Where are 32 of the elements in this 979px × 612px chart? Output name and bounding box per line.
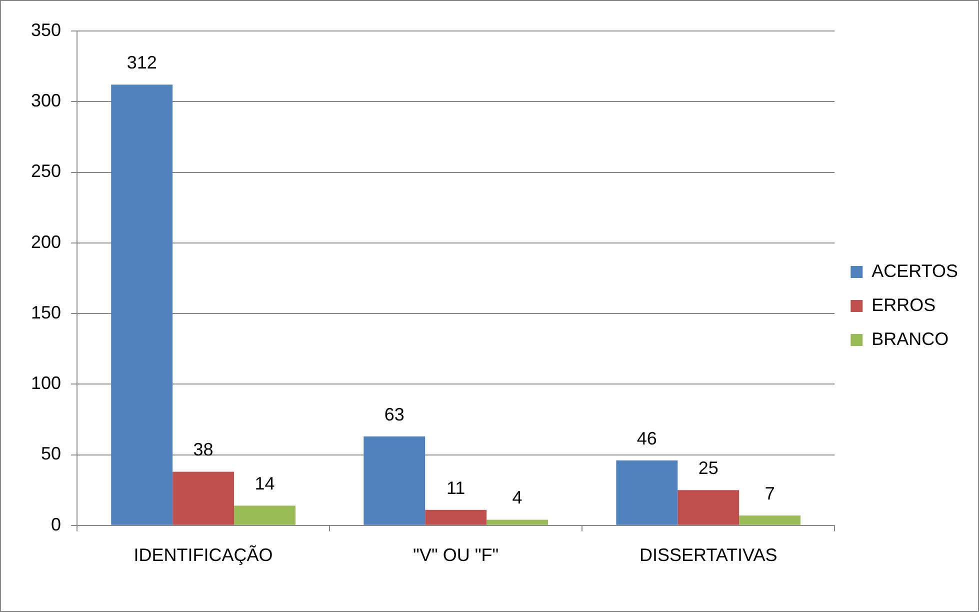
data-label: 4 bbox=[512, 488, 522, 508]
data-label: 312 bbox=[126, 52, 157, 73]
y-tick-label: 50 bbox=[41, 444, 62, 464]
data-label: 46 bbox=[636, 428, 657, 448]
bar bbox=[234, 506, 296, 525]
y-tick-label: 350 bbox=[30, 20, 62, 40]
bar bbox=[111, 84, 173, 525]
y-tick-label: 200 bbox=[30, 232, 62, 252]
bar bbox=[739, 516, 801, 525]
y-tick-label: 250 bbox=[30, 161, 62, 182]
data-label: 38 bbox=[193, 440, 214, 460]
data-label: 11 bbox=[446, 478, 466, 498]
x-tick-label: IDENTIFICAÇÃO bbox=[134, 545, 273, 566]
bar bbox=[172, 472, 234, 525]
y-tick-label: 300 bbox=[30, 90, 62, 111]
bar bbox=[364, 436, 426, 525]
bar bbox=[486, 520, 548, 525]
y-tick-label: 0 bbox=[51, 514, 62, 534]
data-label: 14 bbox=[254, 474, 275, 494]
bar bbox=[678, 490, 740, 525]
data-label: 7 bbox=[764, 483, 775, 504]
legend-label: ACERTOS bbox=[872, 260, 958, 281]
y-tick-label: 150 bbox=[30, 302, 62, 322]
legend-label: BRANCO bbox=[872, 328, 949, 349]
data-label: 25 bbox=[698, 458, 718, 478]
y-tick-label: 100 bbox=[30, 373, 62, 394]
bar bbox=[616, 460, 678, 525]
x-tick-label: "V" OU "F" bbox=[413, 545, 499, 566]
bar bbox=[425, 510, 487, 525]
data-label: 63 bbox=[384, 404, 404, 424]
x-tick-label: DISSERTATIVAS bbox=[640, 545, 778, 566]
legend-label: ERROS bbox=[872, 294, 936, 315]
